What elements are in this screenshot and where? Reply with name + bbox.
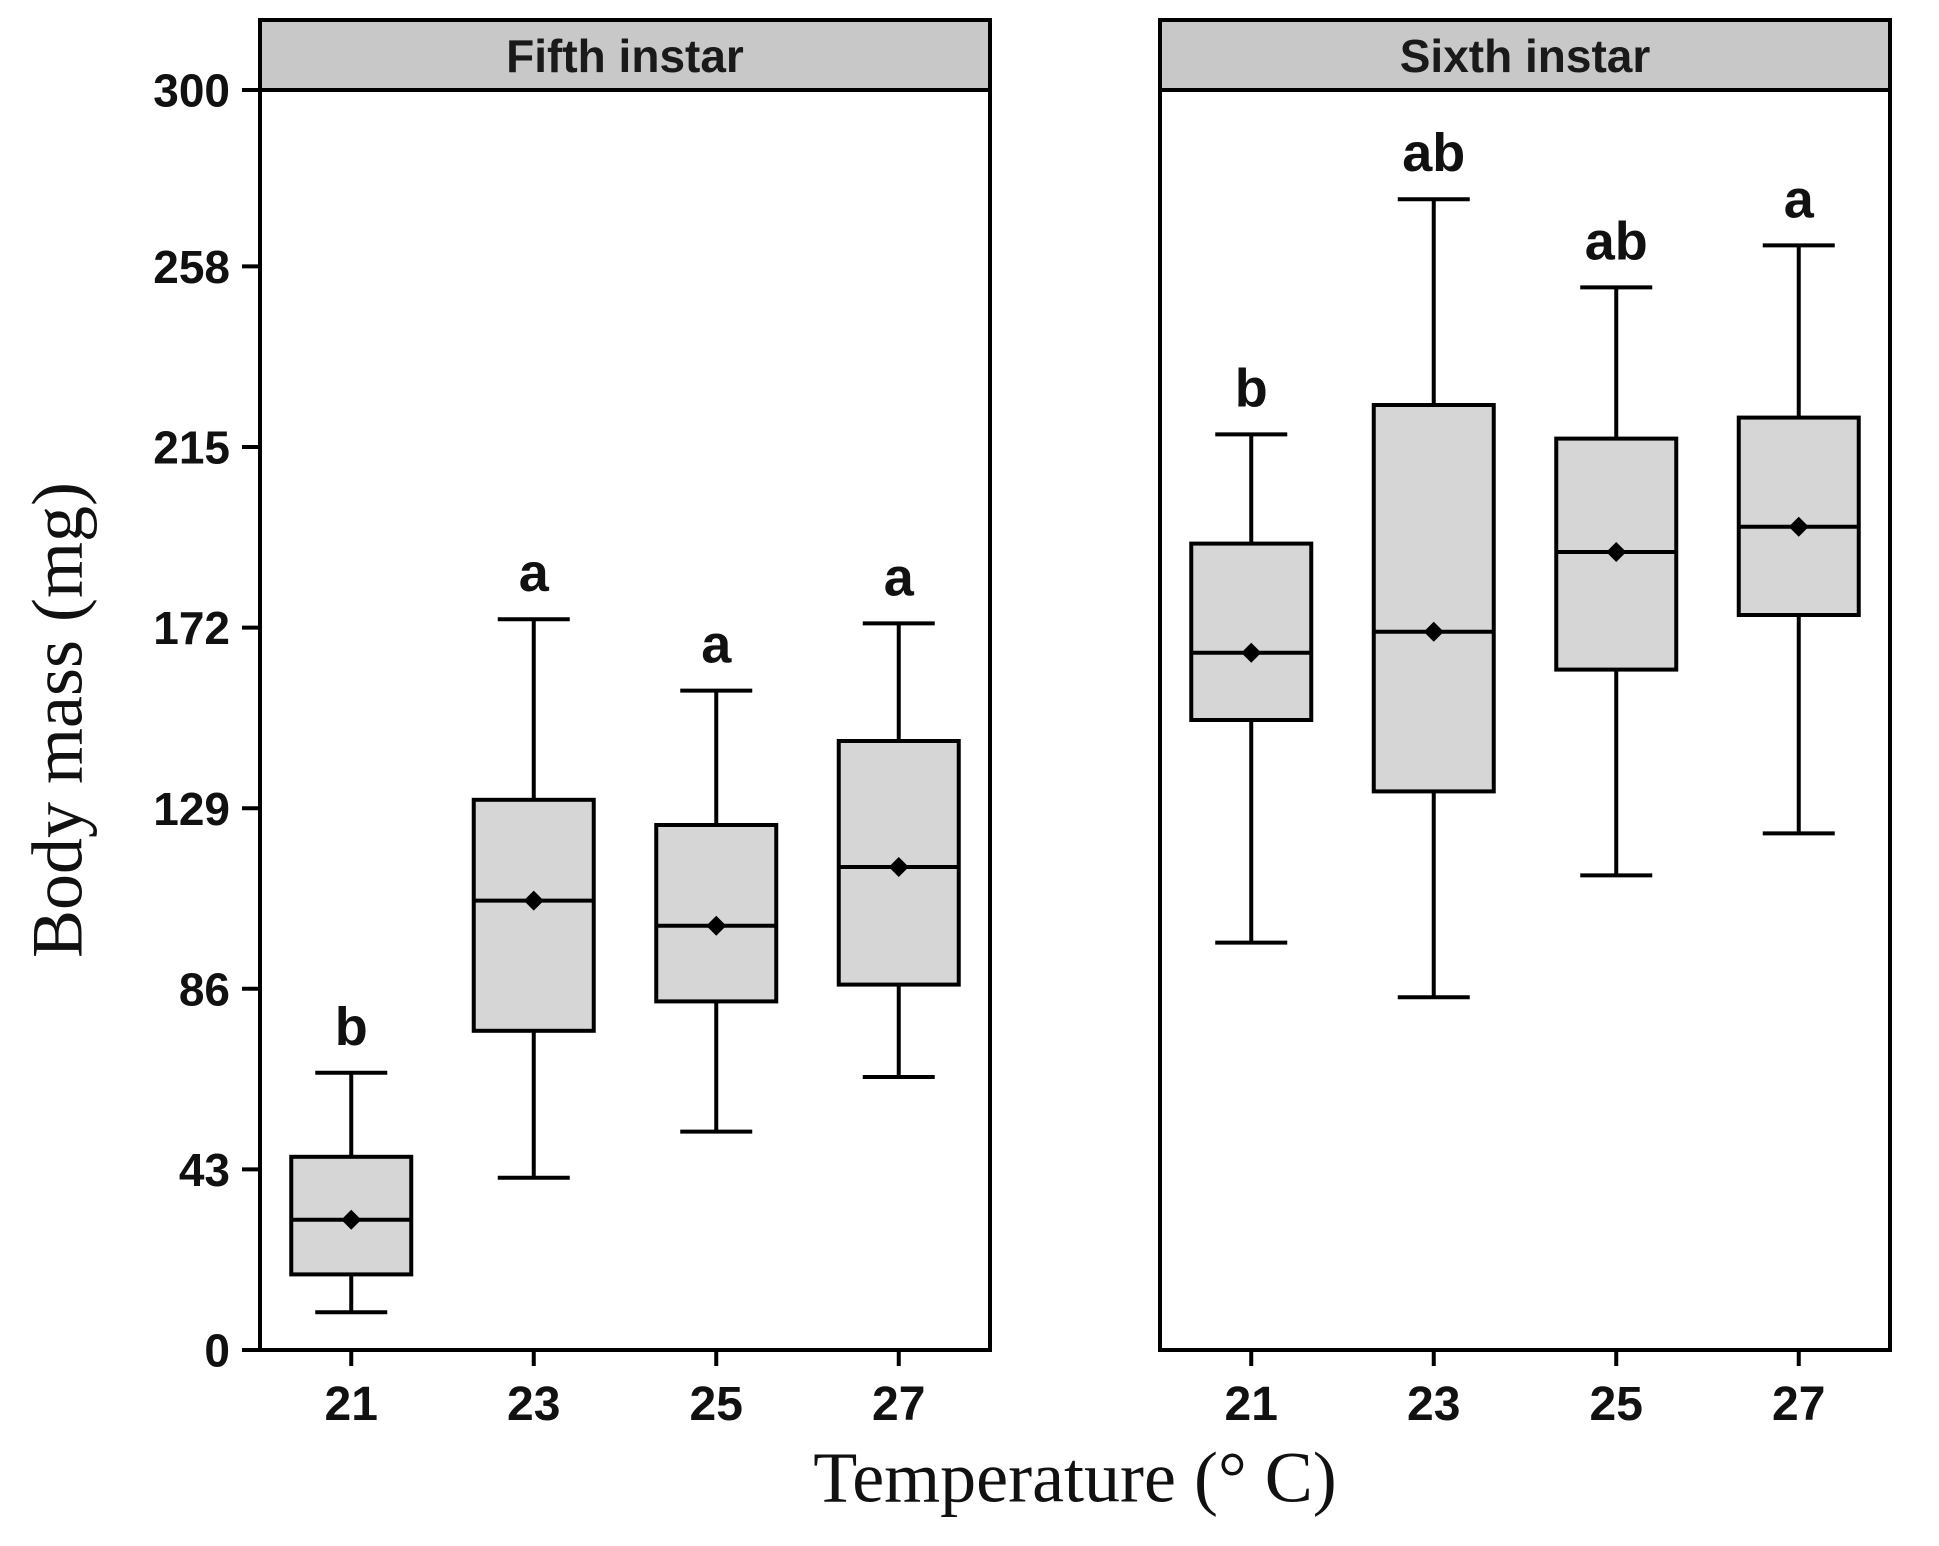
y-axis-title: Body mass (mg) — [17, 482, 98, 958]
mean-marker — [888, 857, 909, 877]
panel-title-sixth-instar: Sixth instar — [1399, 30, 1651, 82]
category-label: 21 — [1225, 1378, 1278, 1431]
category-label: 23 — [507, 1378, 560, 1431]
significance-letter: ab — [1402, 123, 1465, 183]
y-tick-label: 300 — [153, 65, 230, 117]
panel-header-strip — [1158, 18, 1892, 92]
category-label: 21 — [325, 1378, 378, 1431]
category-label: 23 — [1407, 1378, 1460, 1431]
box — [471, 797, 596, 1033]
mean-marker — [706, 915, 727, 936]
y-tick-label: 86 — [179, 963, 230, 1015]
significance-letter: a — [884, 547, 915, 607]
significance-letter: b — [1235, 358, 1268, 418]
significance-letter: b — [335, 997, 368, 1057]
y-tick-label: 258 — [153, 241, 230, 293]
y-tick-label: 0 — [204, 1325, 230, 1377]
mean-marker — [1788, 516, 1809, 537]
mean-marker — [1423, 621, 1444, 642]
panel-border — [258, 18, 992, 1352]
category-label: 25 — [1590, 1378, 1643, 1431]
box — [1736, 415, 1861, 617]
box — [1189, 541, 1314, 722]
y-tick-label: 215 — [153, 422, 230, 474]
mean-marker — [1606, 542, 1627, 562]
significance-letter: a — [701, 615, 732, 675]
mean-marker — [341, 1209, 362, 1230]
significance-letter: ab — [1585, 211, 1648, 271]
category-label: 27 — [1772, 1378, 1825, 1431]
x-axis-title: Temperature (° C) — [813, 1437, 1337, 1518]
significance-letter: a — [519, 543, 550, 603]
y-tick-label: 172 — [153, 602, 230, 654]
y-tick-label: 129 — [153, 783, 230, 835]
box — [1371, 403, 1496, 794]
category-label: 25 — [690, 1378, 743, 1431]
box — [654, 823, 779, 1004]
significance-letter: a — [1784, 169, 1815, 229]
mean-marker — [1241, 642, 1262, 663]
category-label: 27 — [872, 1378, 925, 1431]
y-tick-label: 43 — [179, 1144, 230, 1196]
panel-header-strip — [258, 18, 992, 92]
mean-marker — [523, 890, 544, 911]
panel-title-fifth-instar: Fifth instar — [506, 30, 744, 82]
